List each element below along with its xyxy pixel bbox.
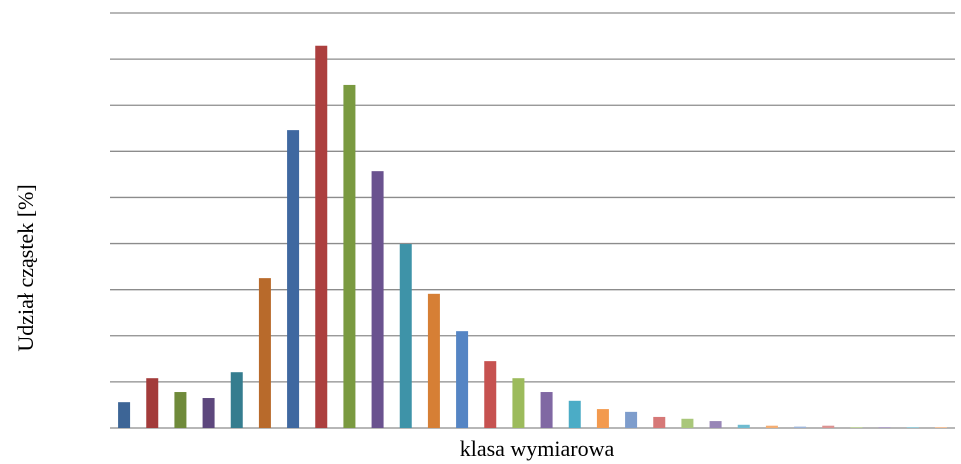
bar xyxy=(315,45,328,428)
bar xyxy=(484,361,497,428)
x-axis-label: klasa wymiarowa xyxy=(460,436,615,461)
bar xyxy=(850,427,863,428)
bar xyxy=(174,392,187,428)
bar xyxy=(343,84,356,428)
bar xyxy=(822,425,835,428)
bar xyxy=(794,426,807,428)
bar xyxy=(371,171,384,428)
bar xyxy=(653,416,666,428)
bar xyxy=(568,400,581,428)
bar xyxy=(287,130,300,428)
bar xyxy=(202,398,215,428)
bar xyxy=(625,411,638,428)
bar xyxy=(681,418,694,428)
bar xyxy=(878,427,891,428)
bar xyxy=(118,402,131,428)
bar xyxy=(456,331,469,428)
bar xyxy=(230,372,243,428)
bar xyxy=(906,427,919,428)
bar xyxy=(765,425,778,428)
bar xyxy=(737,424,750,428)
bar xyxy=(596,409,609,428)
bar xyxy=(934,427,947,428)
bar xyxy=(512,378,525,428)
bar xyxy=(258,278,271,428)
y-axis-label: Udział cząstek [%] xyxy=(13,184,38,351)
bar xyxy=(709,421,722,428)
bar xyxy=(427,293,440,428)
bar xyxy=(540,392,553,428)
bar xyxy=(146,378,159,428)
bar xyxy=(399,244,412,428)
